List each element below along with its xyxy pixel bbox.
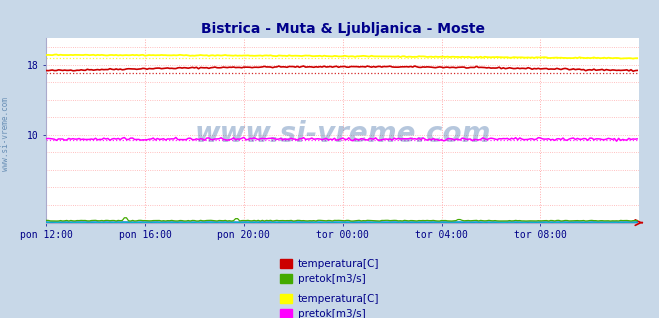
Text: www.si-vreme.com: www.si-vreme.com [194,120,491,148]
Legend: temperatura[C], pretok[m3/s]: temperatura[C], pretok[m3/s] [280,294,379,318]
Title: Bistrica - Muta & Ljubljanica - Moste: Bistrica - Muta & Ljubljanica - Moste [201,22,484,36]
Legend: temperatura[C], pretok[m3/s]: temperatura[C], pretok[m3/s] [280,259,379,284]
Text: www.si-vreme.com: www.si-vreme.com [1,97,10,170]
